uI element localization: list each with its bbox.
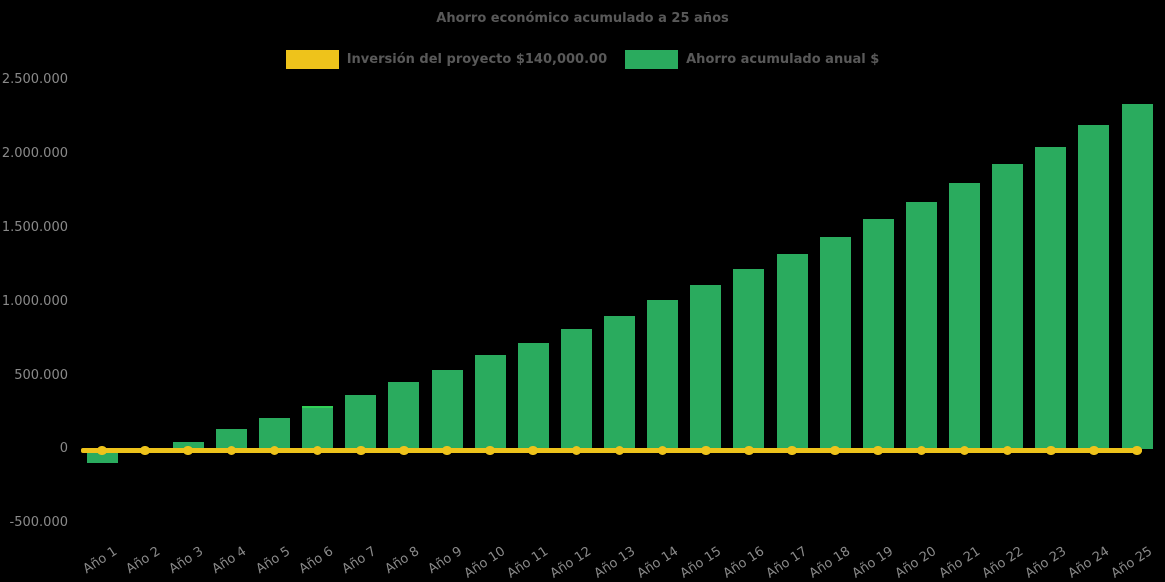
legend: Inversión del proyecto $140,000.00 Ahorr…: [0, 50, 1165, 69]
x-label-ano-21: Año 21: [936, 544, 983, 582]
bar-ano-25: [1121, 103, 1153, 450]
x-label-ano-12: Año 12: [547, 544, 595, 582]
line-marker-ano-2: [140, 445, 150, 456]
legend-item-savings: Ahorro acumulado anual $: [625, 50, 879, 69]
bar-ano-21: [949, 182, 980, 450]
bar-ano-4: [215, 429, 247, 450]
line-marker-ano-18: [830, 445, 840, 456]
line-marker-ano-4: [226, 445, 237, 456]
bar-ano-20: [905, 202, 937, 450]
x-label-ano-14: Año 14: [634, 544, 681, 582]
line-marker-ano-5: [269, 445, 280, 456]
legend-label-savings: Ahorro acumulado anual $: [686, 52, 880, 67]
y-tick--500000: -500.000: [9, 515, 68, 531]
x-label-ano-18: Año 18: [806, 544, 854, 582]
bar-ano-22: [992, 164, 1024, 450]
line-marker-ano-8: [399, 445, 409, 456]
line-marker-ano-16: [744, 445, 754, 456]
line-marker-ano-9: [442, 445, 452, 456]
x-label-ano-15: Año 15: [677, 544, 724, 582]
line-marker-ano-3: [183, 445, 194, 456]
bar-ano-8: [388, 382, 420, 450]
bar-ano-5: [259, 417, 290, 450]
line-marker-ano-12: [571, 445, 582, 456]
line-marker-ano-7: [355, 445, 366, 456]
x-label-ano-2: Año 2: [123, 544, 164, 578]
line-marker-ano-10: [485, 445, 495, 456]
investment-line: [81, 448, 1142, 453]
line-marker-ano-14: [657, 445, 668, 456]
line-marker-ano-21: [959, 445, 970, 456]
x-label-ano-7: Año 7: [339, 544, 379, 578]
bar-ano-1: [86, 449, 118, 464]
y-tick-2000000: 2.000.000: [1, 146, 68, 162]
x-label-ano-1: Año 1: [80, 544, 121, 578]
x-label-ano-23: Año 23: [1022, 544, 1069, 582]
x-label-ano-3: Año 3: [166, 544, 207, 578]
line-marker-ano-11: [528, 445, 539, 456]
line-marker-ano-20: [916, 445, 927, 456]
bar-ano-19: [862, 219, 894, 450]
y-tick-500000: 500.000: [14, 367, 68, 383]
line-marker-ano-24: [1089, 445, 1099, 456]
line-marker-ano-25: [1132, 445, 1142, 456]
x-label-ano-8: Año 8: [382, 544, 423, 578]
bar-ano-13: [604, 315, 635, 450]
legend-label-investment: Inversión del proyecto $140,000.00: [346, 52, 608, 67]
y-tick-1500000: 1.500.000: [1, 219, 68, 235]
bar-ano-15: [690, 284, 722, 450]
line-marker-ano-15: [700, 445, 711, 456]
line-marker-ano-23: [1045, 445, 1056, 456]
bar-ano-10: [474, 354, 506, 450]
x-label-ano-22: Año 22: [979, 544, 1026, 582]
x-label-ano-24: Año 24: [1065, 544, 1113, 582]
x-label-ano-9: Año 9: [425, 544, 466, 578]
legend-swatch-savings-icon: [625, 50, 679, 69]
line-marker-ano-19: [873, 445, 884, 456]
x-label-ano-4: Año 4: [209, 544, 250, 578]
x-label-ano-20: Año 20: [892, 544, 940, 582]
bar-ano-3: [172, 442, 204, 450]
legend-swatch-investment-icon: [285, 50, 339, 69]
x-label-ano-16: Año 16: [720, 544, 768, 582]
bar-ano-12: [560, 329, 592, 450]
line-marker-ano-17: [787, 445, 797, 456]
bar-ano-16: [733, 269, 765, 450]
x-label-ano-6: Año 6: [296, 544, 336, 578]
bar-ano-7: [345, 394, 377, 450]
x-label-ano-25: Año 25: [1108, 544, 1156, 582]
bar-ano-24: [1078, 125, 1110, 450]
y-tick-0: 0: [59, 441, 68, 457]
y-tick-2500000: 2.500.000: [1, 72, 68, 88]
bar-highlight-cap: [302, 405, 334, 408]
x-label-ano-17: Año 17: [763, 544, 811, 582]
chart-title: Ahorro económico acumulado a 25 años: [436, 11, 729, 26]
line-marker-ano-13: [614, 445, 625, 456]
y-tick-1000000: 1.000.000: [1, 293, 68, 309]
bar-ano-9: [431, 369, 463, 450]
bar-ano-14: [647, 300, 679, 450]
bar-ano-18: [819, 236, 851, 450]
bar-ano-6: [302, 405, 334, 450]
bar-ano-23: [1035, 146, 1067, 450]
line-marker-ano-1: [97, 445, 107, 456]
x-label-ano-5: Año 5: [253, 544, 293, 578]
legend-item-investment: Inversión del proyecto $140,000.00: [285, 50, 608, 69]
x-label-ano-10: Año 10: [461, 544, 509, 582]
bar-ano-17: [776, 253, 808, 450]
x-label-ano-13: Año 13: [591, 544, 638, 582]
line-marker-ano-6: [312, 445, 323, 456]
line-marker-ano-22: [1002, 445, 1013, 456]
x-label-ano-19: Año 19: [849, 544, 897, 582]
x-label-ano-11: Año 11: [504, 544, 552, 582]
bar-ano-11: [517, 343, 549, 450]
